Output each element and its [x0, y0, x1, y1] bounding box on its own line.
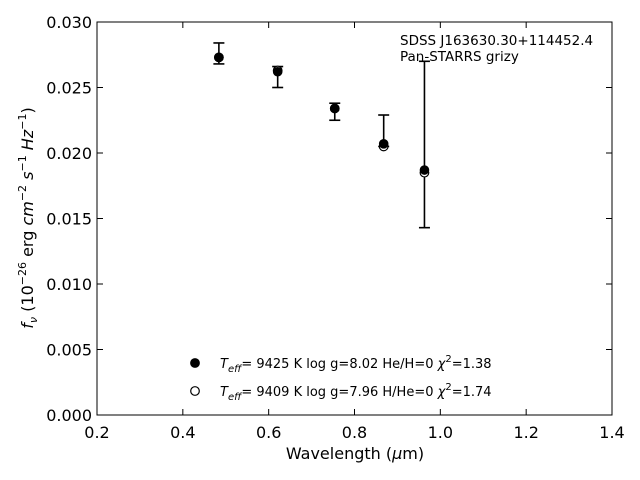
y-tick-label: 0.000 [46, 406, 92, 425]
error-bars [213, 42, 430, 229]
legend-marker [190, 358, 200, 368]
x-tick-label: 1.2 [513, 423, 538, 442]
legend-chi-exponent: 2 [445, 382, 451, 393]
legend-marker [190, 386, 200, 396]
point-filled [272, 66, 283, 77]
y-tick-label: 0.030 [46, 13, 92, 32]
legend-label: Teff= 9409 K log g=7.96 H/He=0 χ2=1.74 [220, 382, 492, 403]
legend-values: = 9425 K log g=8.02 He/H=0 [241, 357, 437, 372]
annotation-object-name: SDSS J163630.30+114452.4 [400, 33, 593, 49]
legend-teff-subscript: eff [228, 364, 243, 375]
x-tick-label: 0.8 [342, 423, 367, 442]
x-axis-title: Wavelength (μm) [286, 444, 424, 463]
y-tick-label: 0.025 [46, 79, 92, 98]
annotation-survey: Pan-STARRS grizy [400, 49, 519, 65]
ticks: 0.2 0.4 0.6 0.8 1.0 1.2 1.4 0.000 0.005 0.010 0.01… [46, 13, 625, 442]
point-filled [378, 139, 389, 149]
legend-chi-value: =1.38 [452, 357, 492, 372]
legend-chi-symbol: χ [437, 385, 447, 400]
legend: Teff= 9425 K log g=8.02 He/H=0 χ2=1.38Te… [190, 354, 492, 403]
legend-chi-value: =1.74 [452, 385, 492, 400]
y-tick-label: 0.015 [46, 210, 92, 229]
legend-chi-symbol: χ [437, 357, 447, 372]
point-filled [329, 103, 340, 114]
legend-values: = 9409 K log g=7.96 H/He=0 [241, 385, 437, 400]
legend-teff-symbol: T [220, 385, 229, 400]
y-axis-title: fν (10−26 erg cm−2 s−1 Hz−1) [16, 107, 40, 328]
x-tick-label: 0.6 [256, 423, 281, 442]
legend-teff-symbol: T [220, 357, 229, 372]
legend-teff-subscript: eff [228, 392, 243, 403]
legend-chi-exponent: 2 [445, 354, 451, 365]
point-filled [419, 165, 430, 175]
x-tick-label: 1.0 [428, 423, 453, 442]
x-tick-label: 0.2 [84, 423, 109, 442]
data-points [213, 52, 430, 178]
point-filled [214, 52, 224, 63]
y-tick-label: 0.010 [46, 275, 92, 294]
y-tick-label: 0.020 [46, 144, 92, 163]
y-tick-label: 0.005 [46, 341, 92, 360]
x-tick-label: 1.4 [599, 423, 624, 442]
x-tick-label: 0.4 [170, 423, 195, 442]
legend-label: Teff= 9425 K log g=8.02 He/H=0 χ2=1.38 [220, 354, 492, 375]
